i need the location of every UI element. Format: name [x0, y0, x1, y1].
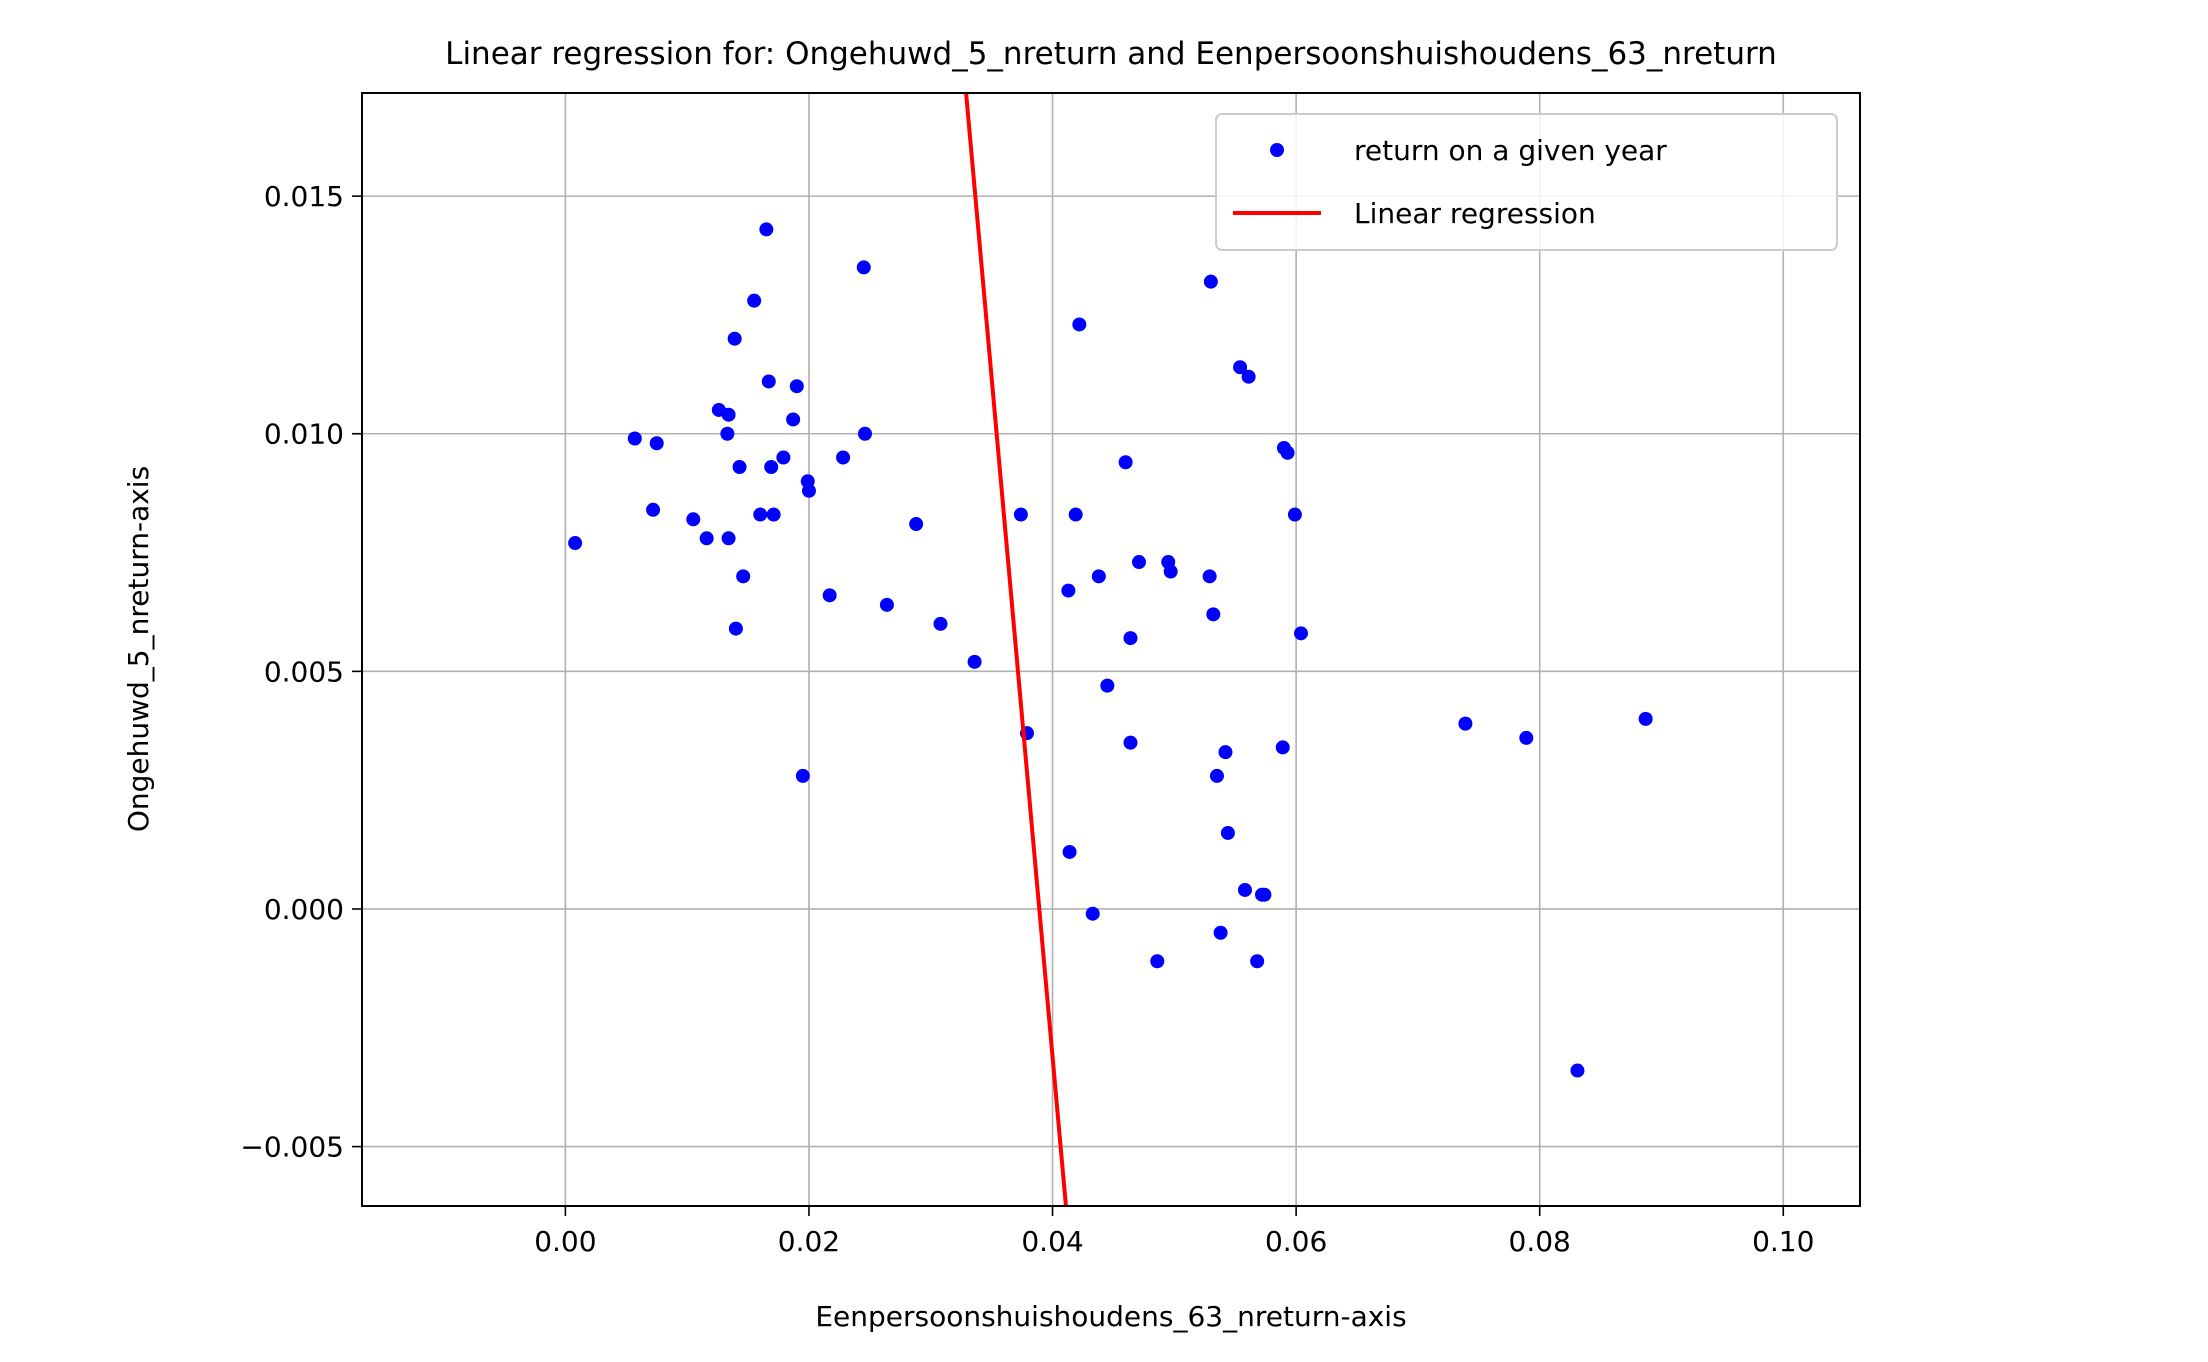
scatter-point — [627, 431, 642, 446]
scatter-point — [753, 507, 768, 522]
scatter-point — [776, 450, 791, 465]
scatter-point — [836, 450, 851, 465]
plot-frame — [361, 92, 1861, 1207]
scatter-point — [879, 597, 894, 612]
x-tick-label: 0.08 — [1509, 1225, 1571, 1258]
scatter-point — [1202, 569, 1217, 584]
x-tick-label: 0.10 — [1752, 1225, 1814, 1258]
scatter-point — [721, 531, 736, 546]
scatter-point — [1293, 626, 1308, 641]
scatter-point — [728, 621, 743, 636]
scatter-point — [1458, 716, 1473, 731]
x-tick-label: 0.04 — [1021, 1225, 1083, 1258]
scatter-point — [801, 483, 816, 498]
legend-scatter-marker — [1270, 143, 1284, 157]
scatter-point — [1206, 607, 1221, 622]
scatter-point — [856, 260, 871, 275]
y-tick-label: −0.005 — [240, 1131, 344, 1164]
scatter-point — [1233, 360, 1248, 375]
y-axis-label: Ongehuwd_5_nreturn-axis — [122, 466, 155, 832]
scatter-point — [1638, 711, 1653, 726]
scatter-point — [1163, 564, 1178, 579]
plot-area — [568, 93, 1653, 1206]
scatter-point — [1280, 445, 1295, 460]
scatter-point — [1203, 274, 1218, 289]
scatter-point — [1085, 906, 1100, 921]
y-tick-label: 0.015 — [264, 180, 344, 213]
axis-ticks: 0.00 0.02 0.04 0.06 0.08 0.10 −0.005 0.000 0.005… — [240, 180, 1814, 1258]
scatter-point — [789, 379, 804, 394]
scatter-point — [822, 588, 837, 603]
scatter-point — [720, 426, 735, 441]
scatter-point — [857, 426, 872, 441]
scatter-point — [1209, 768, 1224, 783]
scatter-point — [1123, 631, 1138, 646]
scatter-point — [1091, 569, 1106, 584]
scatter-point — [1118, 455, 1133, 470]
y-tick-label: 0.000 — [264, 893, 344, 926]
scatter-point — [1072, 317, 1087, 332]
scatter-point — [766, 507, 781, 522]
scatter-point — [727, 331, 742, 346]
scatter-point — [649, 436, 664, 451]
legend-box — [1215, 113, 1838, 251]
scatter-point — [699, 531, 714, 546]
scatter-point — [795, 768, 810, 783]
scatter-point — [646, 502, 661, 517]
scatter-point — [686, 512, 701, 527]
scatter-point — [736, 569, 751, 584]
scatter-point — [967, 654, 982, 669]
scatter-point — [1150, 954, 1165, 969]
scatter-point — [761, 374, 776, 389]
legend-line-label: Linear regression — [1354, 197, 1596, 230]
scatter-point — [1257, 887, 1272, 902]
scatter-point — [1519, 730, 1534, 745]
y-tick-label: 0.010 — [264, 418, 344, 451]
scatter-point — [1062, 844, 1077, 859]
scatter-point — [1100, 678, 1115, 693]
regression-line — [964, 93, 1068, 1206]
scatter-point — [721, 407, 736, 422]
scatter-point — [1275, 740, 1290, 755]
x-tick-label: 0.02 — [778, 1225, 840, 1258]
scatter-point — [1241, 369, 1256, 384]
scatter-point — [1068, 507, 1083, 522]
regression-series — [964, 93, 1068, 1206]
scatter-point — [747, 293, 762, 308]
scatter-point — [1013, 507, 1028, 522]
scatter-point — [1132, 555, 1147, 570]
scatter-point — [764, 460, 779, 475]
scatter-point — [909, 517, 924, 532]
x-axis-label: Eenpersoonshuishoudens_63_nreturn-axis — [815, 1300, 1406, 1333]
chart-title: Linear regression for: Ongehuwd_5_nretur… — [445, 36, 1777, 72]
legend: return on a given year Linear regression — [1215, 113, 1838, 251]
x-tick-label: 0.00 — [534, 1225, 596, 1258]
x-tick-label: 0.06 — [1265, 1225, 1327, 1258]
legend-scatter-label: return on a given year — [1354, 134, 1667, 167]
scatter-point — [1287, 507, 1302, 522]
y-tick-label: 0.005 — [264, 655, 344, 688]
scatter-point — [568, 536, 583, 551]
scatter-point — [1213, 925, 1228, 940]
scatter-point — [732, 460, 747, 475]
scatter-point — [1123, 735, 1138, 750]
scatter-point — [933, 616, 948, 631]
scatter-point — [759, 222, 774, 237]
scatter-point — [786, 412, 801, 427]
scatter-point — [1061, 583, 1076, 598]
scatter-series — [568, 222, 1653, 1078]
scatter-point — [1570, 1063, 1585, 1078]
scatter-point — [1250, 954, 1265, 969]
scatter-point — [1220, 825, 1235, 840]
scatter-point — [1237, 882, 1252, 897]
scatter-point — [1218, 745, 1233, 760]
